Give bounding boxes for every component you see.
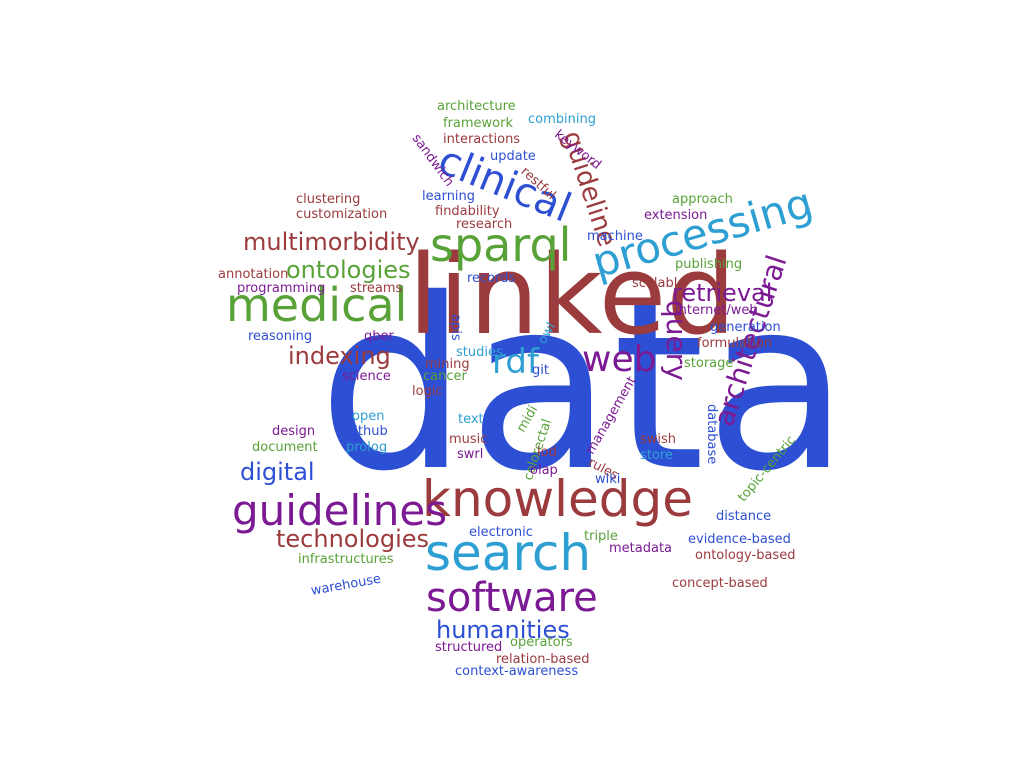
word-swrl: swrl <box>457 447 484 462</box>
word-internet-web: internet/web <box>675 303 758 318</box>
word-clustering: clustering <box>296 192 361 207</box>
word-sparql: sparql <box>430 218 572 272</box>
word-customization: customization <box>296 207 388 222</box>
word-logic: logic <box>412 384 443 399</box>
word-infrastructures: infrastructures <box>298 552 394 567</box>
word-research: research <box>456 217 513 232</box>
word-technologies: technologies <box>276 525 429 553</box>
word-web: web <box>582 339 657 380</box>
word-github: github <box>346 424 388 439</box>
word-software: software <box>426 575 598 621</box>
word-linked: linked <box>408 231 737 359</box>
word-operators: operators <box>510 635 573 650</box>
word-triple: triple <box>584 529 618 544</box>
word-science: science <box>342 369 391 384</box>
word-search: search <box>425 524 592 582</box>
word-git: git <box>532 363 549 378</box>
word-structured: structured <box>435 640 503 655</box>
word-concept-based: concept-based <box>672 576 768 591</box>
word-mining: mining <box>425 357 470 372</box>
word-qber: qber <box>364 329 394 344</box>
word-reasoning: reasoning <box>248 329 313 344</box>
word-framework: framework <box>443 116 514 131</box>
word-swish: swish <box>640 432 677 447</box>
word-annotation: annotation <box>218 267 289 282</box>
word-retrieval: retrieval <box>672 279 773 307</box>
word-store: store <box>640 448 673 463</box>
word-generation: generation <box>710 320 781 335</box>
word-data: data <box>318 248 850 523</box>
word-ontologies: ontologies <box>286 256 411 284</box>
word-wiki: wiki <box>595 472 621 487</box>
word-machine: machine <box>587 229 643 244</box>
word-apis: apis <box>448 314 463 341</box>
word-update: update <box>490 149 536 164</box>
word-cancer: cancer <box>423 369 467 384</box>
word-context-awareness: context-awareness <box>455 664 579 679</box>
word-humanities: humanities <box>436 616 570 644</box>
word-distance: distance <box>716 509 772 524</box>
word-approach: approach <box>672 192 733 207</box>
word-records: records <box>467 271 516 286</box>
word-streams: streams <box>350 281 403 296</box>
word-ontology-based: ontology-based <box>695 548 796 563</box>
word-studies: studies <box>456 345 503 360</box>
word-interactions: interactions <box>443 132 521 147</box>
word-olap: olap <box>530 463 558 478</box>
word-findability: findability <box>435 204 500 219</box>
word-digital: digital <box>240 458 315 486</box>
word-document: document <box>252 440 318 455</box>
word-extension: extension <box>644 208 708 223</box>
word-design: design <box>272 424 316 439</box>
word-architecture: architecture <box>437 99 516 114</box>
word-storage: storage <box>684 356 734 371</box>
word-medical: medical <box>226 278 408 332</box>
word-prolog: prolog <box>346 440 388 455</box>
word-rdf: rdf <box>492 342 539 382</box>
word-electronic: electronic <box>469 525 533 540</box>
word-multimorbidity: multimorbidity <box>243 228 420 256</box>
word-music: music <box>449 432 488 447</box>
word-learning: learning <box>422 189 476 204</box>
word-combining: combining <box>528 112 596 127</box>
word-formulation: formulation <box>697 336 773 351</box>
word-relation-based: relation-based <box>496 652 590 667</box>
word-database: database <box>704 404 719 465</box>
word-knowledge: knowledge <box>422 470 694 528</box>
word-programming: programming <box>237 281 326 296</box>
word-scalable: scalable <box>632 276 686 291</box>
word-text: text <box>458 412 484 427</box>
word-indexing: indexing <box>288 342 391 370</box>
word-warehouse: warehouse <box>309 571 383 599</box>
word-evidence-based: evidence-based <box>688 532 791 547</box>
word-metadata: metadata <box>609 541 673 556</box>
word-lod: lod <box>537 445 557 460</box>
word-guidelines: guidelines <box>232 486 448 535</box>
word-publishing: publishing <box>675 257 743 272</box>
word-open: open <box>352 409 385 424</box>
